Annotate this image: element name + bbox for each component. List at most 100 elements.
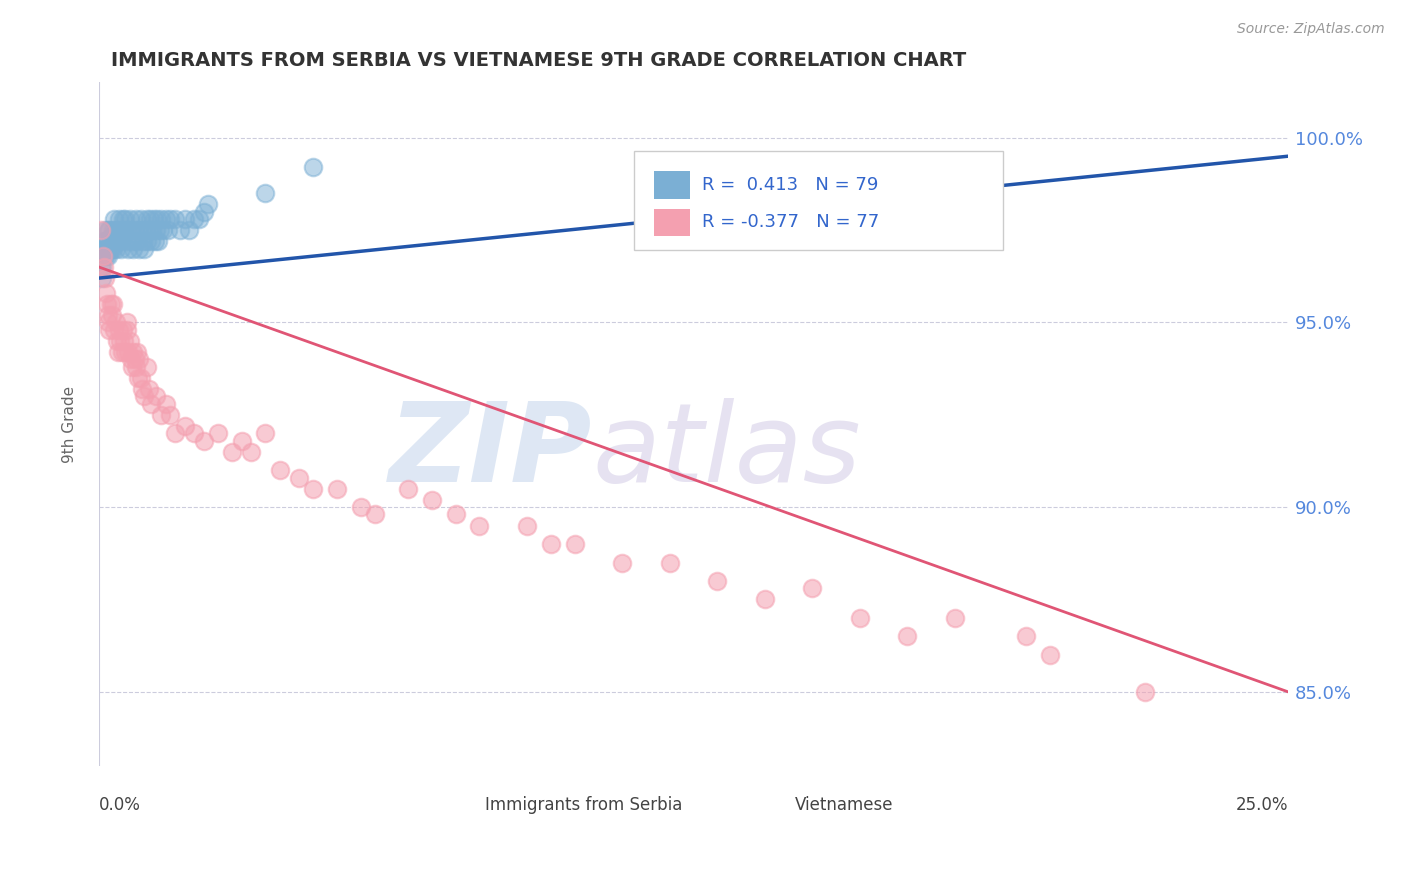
Point [110, 334, 132, 348]
Point [159, 408, 181, 422]
Point [254, 426, 277, 441]
Point [179, 223, 201, 237]
Point [1135, 685, 1157, 699]
Point [128, 242, 150, 256]
Point [94, 249, 117, 263]
Point [159, 212, 181, 227]
Point [120, 223, 142, 237]
Point [396, 482, 419, 496]
Point [121, 234, 143, 248]
Point [96, 242, 118, 256]
Point [93, 260, 115, 274]
Point [197, 197, 219, 211]
Point [105, 230, 128, 244]
Point [97, 249, 120, 263]
Point [122, 345, 145, 359]
Point [127, 371, 149, 385]
Point [149, 223, 172, 237]
Point [326, 482, 349, 496]
Point [135, 359, 157, 374]
Point [134, 242, 156, 256]
Point [107, 223, 129, 237]
Bar [654, 171, 690, 199]
Bar [450, 796, 475, 815]
Point [141, 223, 163, 237]
Point [90, 271, 112, 285]
Point [364, 508, 387, 522]
Point [91, 249, 114, 263]
Point [231, 434, 253, 448]
Text: ZIP: ZIP [389, 398, 592, 505]
Point [111, 212, 134, 227]
Point [103, 323, 125, 337]
Point [349, 500, 371, 515]
Text: 9th Grade: 9th Grade [62, 385, 77, 463]
Point [131, 234, 153, 248]
Point [93, 249, 115, 263]
Point [104, 234, 127, 248]
Point [98, 223, 121, 237]
Point [115, 234, 138, 248]
Point [112, 223, 135, 237]
Point [444, 508, 467, 522]
Point [107, 345, 129, 359]
Point [156, 223, 179, 237]
Point [93, 242, 115, 256]
Point [564, 537, 586, 551]
Point [111, 345, 134, 359]
Point [125, 345, 148, 359]
Point [754, 592, 776, 607]
Point [287, 470, 309, 484]
Point [135, 223, 157, 237]
Text: Immigrants from Serbia: Immigrants from Serbia [485, 797, 683, 814]
Point [115, 315, 138, 329]
Point [124, 223, 146, 237]
Point [101, 308, 124, 322]
Point [96, 308, 118, 322]
Point [90, 223, 112, 237]
Point [163, 212, 186, 227]
Text: R = -0.377   N = 77: R = -0.377 N = 77 [702, 213, 879, 231]
Point [658, 556, 681, 570]
Point [103, 242, 125, 256]
Point [145, 389, 167, 403]
Point [240, 444, 263, 458]
Point [155, 397, 177, 411]
Point [221, 444, 243, 458]
Point [98, 323, 121, 337]
Point [148, 234, 170, 248]
Point [146, 212, 169, 227]
Text: atlas: atlas [592, 398, 860, 505]
Point [302, 161, 325, 175]
Point [135, 212, 157, 227]
Point [111, 323, 134, 337]
Point [169, 223, 191, 237]
Point [163, 426, 186, 441]
Point [117, 323, 139, 337]
Point [112, 334, 135, 348]
Point [142, 212, 165, 227]
Point [101, 234, 124, 248]
Point [118, 212, 141, 227]
Point [93, 234, 115, 248]
Text: Vietnamese: Vietnamese [794, 797, 893, 814]
Point [118, 334, 141, 348]
Point [128, 352, 150, 367]
Text: IMMIGRANTS FROM SERBIA VS VIETNAMESE 9TH GRADE CORRELATION CHART: IMMIGRANTS FROM SERBIA VS VIETNAMESE 9TH… [111, 51, 966, 70]
Point [1039, 648, 1062, 662]
Text: R =  0.413   N = 79: R = 0.413 N = 79 [702, 176, 879, 194]
Point [302, 482, 325, 496]
Point [104, 315, 127, 329]
Point [108, 323, 131, 337]
Point [98, 242, 121, 256]
Point [100, 230, 122, 244]
Point [193, 204, 215, 219]
Point [1015, 629, 1038, 643]
Point [141, 397, 163, 411]
Point [114, 345, 136, 359]
Point [183, 426, 205, 441]
Point [105, 242, 128, 256]
Point [145, 223, 167, 237]
Point [105, 334, 128, 348]
Point [108, 234, 131, 248]
